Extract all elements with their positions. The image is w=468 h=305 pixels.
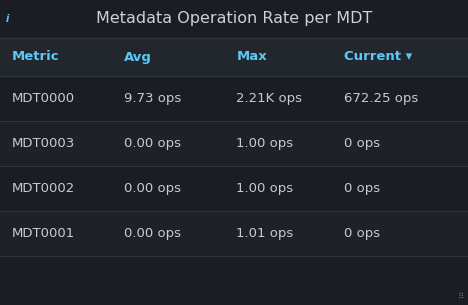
Text: 672.25 ops: 672.25 ops — [344, 92, 418, 105]
Text: 0 ops: 0 ops — [344, 182, 380, 195]
Bar — [0, 256, 468, 305]
Bar — [0, 211, 468, 256]
Text: 0.00 ops: 0.00 ops — [124, 182, 181, 195]
Bar — [0, 76, 468, 121]
Text: Avg: Avg — [124, 51, 152, 63]
Text: Current ▾: Current ▾ — [344, 51, 412, 63]
Text: 9.73 ops: 9.73 ops — [124, 92, 181, 105]
Bar — [0, 0, 468, 38]
Text: MDT0002: MDT0002 — [12, 182, 75, 195]
Text: MDT0001: MDT0001 — [12, 227, 75, 240]
Text: Metadata Operation Rate per MDT: Metadata Operation Rate per MDT — [96, 12, 372, 27]
Text: 1.00 ops: 1.00 ops — [236, 182, 293, 195]
Text: MDT0000: MDT0000 — [12, 92, 75, 105]
Text: 1.01 ops: 1.01 ops — [236, 227, 293, 240]
Text: 0.00 ops: 0.00 ops — [124, 137, 181, 150]
Text: 0.00 ops: 0.00 ops — [124, 227, 181, 240]
Text: Max: Max — [236, 51, 267, 63]
Bar — [0, 38, 468, 76]
Text: 1.00 ops: 1.00 ops — [236, 137, 293, 150]
Text: 2.21K ops: 2.21K ops — [236, 92, 302, 105]
Text: 0 ops: 0 ops — [344, 227, 380, 240]
Bar — [0, 121, 468, 166]
Text: MDT0003: MDT0003 — [12, 137, 75, 150]
Text: Metric: Metric — [12, 51, 59, 63]
Bar — [0, 166, 468, 211]
Text: 0 ops: 0 ops — [344, 137, 380, 150]
Text: ⠿: ⠿ — [458, 292, 464, 301]
Text: i: i — [6, 14, 9, 24]
